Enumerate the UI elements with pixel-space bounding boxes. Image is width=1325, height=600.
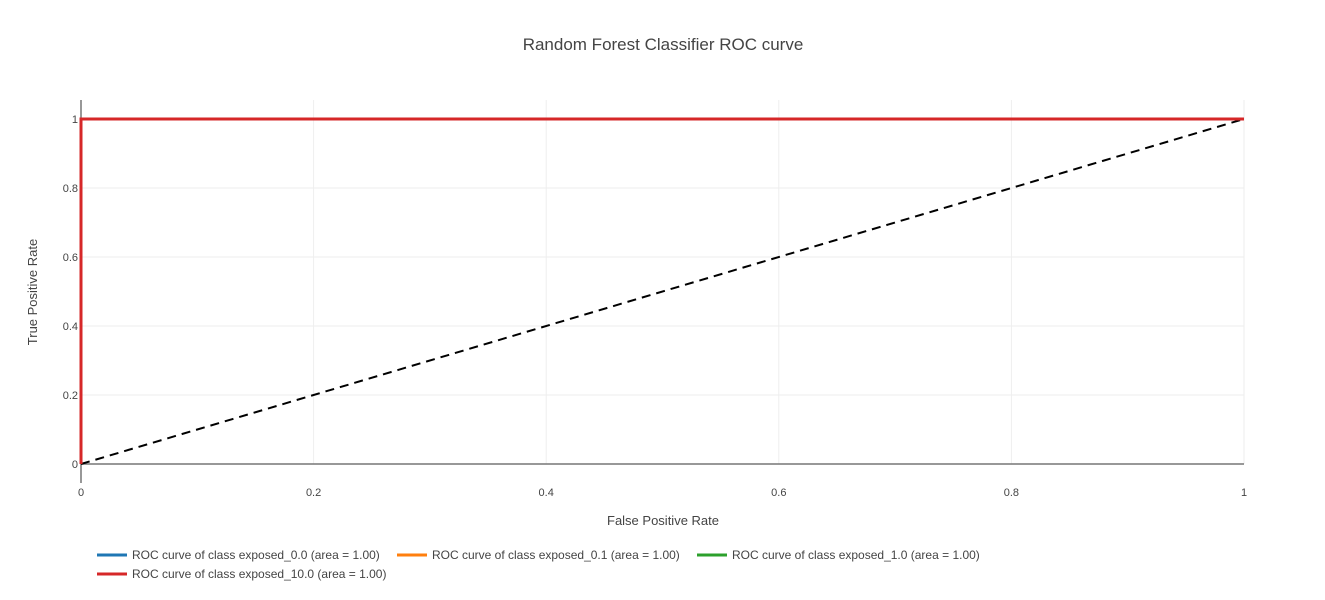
legend-label-3: ROC curve of class exposed_10.0 (area = … bbox=[132, 567, 386, 581]
x-tick-label: 0.8 bbox=[1004, 487, 1019, 499]
y-tick-label: 0.8 bbox=[63, 183, 78, 195]
roc-series-line-3 bbox=[79, 117, 1244, 464]
x-tick-label: 0 bbox=[78, 487, 84, 499]
legend-label-0: ROC curve of class exposed_0.0 (area = 1… bbox=[132, 548, 380, 562]
tick-labels: 0 0.2 0.4 0.6 0.8 1 0 0.2 0.4 0.6 0.8 1 bbox=[63, 114, 1247, 499]
y-tick-label: 0.2 bbox=[63, 390, 78, 402]
legend: ROC curve of class exposed_0.0 (area = 1… bbox=[97, 548, 980, 581]
x-tick-label: 0.2 bbox=[306, 487, 321, 499]
grid bbox=[81, 100, 1245, 464]
x-tick-label: 0.6 bbox=[771, 487, 786, 499]
y-axis-label: True Positive Rate bbox=[25, 239, 40, 345]
y-tick-label: 0.6 bbox=[63, 252, 78, 264]
chance-reference-line bbox=[80, 118, 1245, 465]
y-tick-label: 0 bbox=[72, 459, 78, 471]
x-tick-label: 1 bbox=[1241, 487, 1247, 499]
chart-title: Random Forest Classifier ROC curve bbox=[523, 35, 804, 54]
y-tick-label: 1 bbox=[72, 114, 78, 126]
legend-label-1: ROC curve of class exposed_0.1 (area = 1… bbox=[432, 548, 680, 562]
x-tick-label: 0.4 bbox=[539, 487, 554, 499]
y-tick-label: 0.4 bbox=[63, 321, 78, 333]
legend-label-2: ROC curve of class exposed_1.0 (area = 1… bbox=[732, 548, 980, 562]
plot-area bbox=[79, 117, 1245, 465]
x-axis-label: False Positive Rate bbox=[607, 513, 719, 528]
